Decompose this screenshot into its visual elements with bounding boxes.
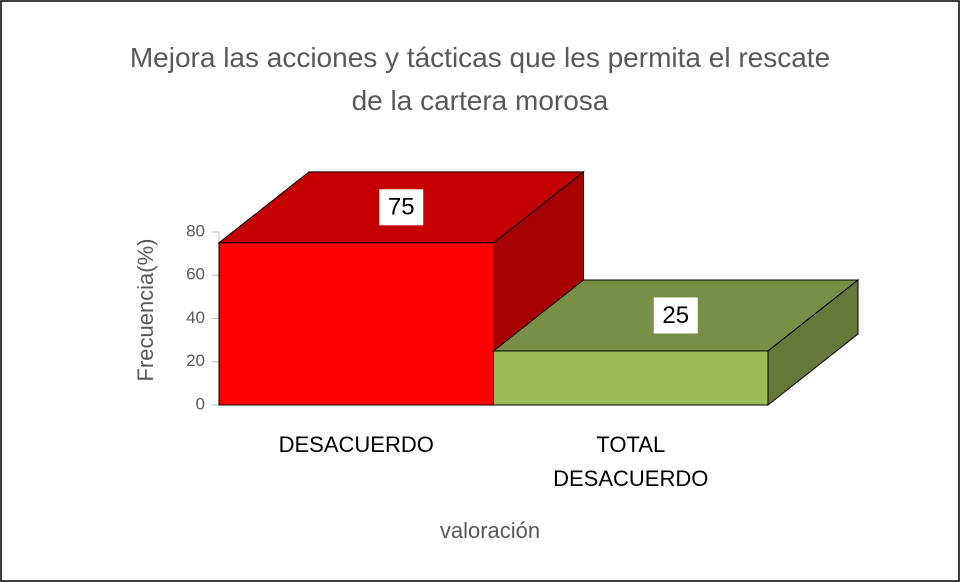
value-label: 25 [662, 302, 689, 329]
y-tick-label: 60 [186, 265, 205, 284]
y-tick-label: 40 [186, 308, 205, 327]
y-tick-label: 0 [196, 394, 205, 413]
chart-title: Mejora las acciones y tácticas que les p… [129, 42, 831, 116]
x-axis-title: valoración [440, 518, 540, 543]
y-tick-label: 80 [186, 221, 205, 240]
bar [493, 350, 769, 406]
value-label-box [653, 297, 698, 334]
value-label: 75 [388, 194, 415, 221]
x-tick-label: DESACUERDO [278, 432, 434, 457]
value-label-box [379, 189, 424, 226]
x-tick-label: TOTAL DESACUERDO [553, 432, 709, 491]
y-tick-label: 20 [186, 351, 205, 370]
y-axis-title: Frecuencia(%) [133, 238, 158, 381]
bar [218, 242, 494, 406]
